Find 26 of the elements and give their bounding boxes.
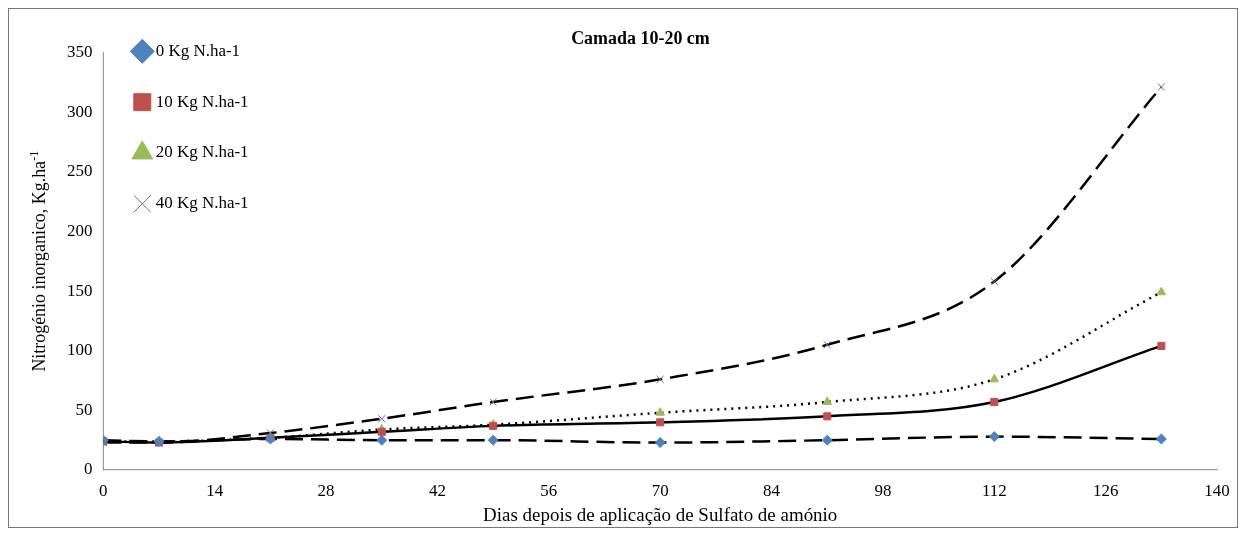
x-tick-label: 140 <box>1204 480 1230 500</box>
x-tick-label: 112 <box>981 480 1007 500</box>
x-tick-label: 42 <box>428 480 446 500</box>
x-tick-label: 14 <box>206 480 224 500</box>
x-tick-label: 56 <box>540 480 558 500</box>
x-tick-label: 98 <box>874 480 892 500</box>
y-tick-label: 100 <box>66 340 93 360</box>
y-tick-label: 0 <box>83 459 93 479</box>
x-tick-label: 126 <box>1092 480 1119 500</box>
y-tick-label: 300 <box>66 101 93 121</box>
x-tick-label: 84 <box>763 480 781 500</box>
legend-label: 20 Kg N.ha-1 <box>155 142 249 162</box>
x-tick-label: 70 <box>651 480 669 500</box>
y-tick-label: 150 <box>66 280 93 300</box>
y-tick-label: 200 <box>66 220 93 240</box>
legend-label: 10 Kg N.ha-1 <box>155 91 249 111</box>
x-tick-label: 0 <box>99 480 108 500</box>
x-axis-title: Dias depois de aplicação de Sulfato de amónio <box>483 503 838 525</box>
legend-label: 40 Kg N.ha-1 <box>155 193 249 213</box>
y-tick-label: 50 <box>75 399 93 419</box>
x-tick-label: 28 <box>317 480 335 500</box>
chart-title: Camada 10-20 cm <box>571 28 710 49</box>
y-tick-label: 350 <box>66 41 93 61</box>
legend-label: 0 Kg N.ha-1 <box>155 40 241 60</box>
y-axis-title: Nitrogénio inorganico, Kg.ha-1 <box>26 150 49 372</box>
y-tick-label: 250 <box>66 161 93 181</box>
